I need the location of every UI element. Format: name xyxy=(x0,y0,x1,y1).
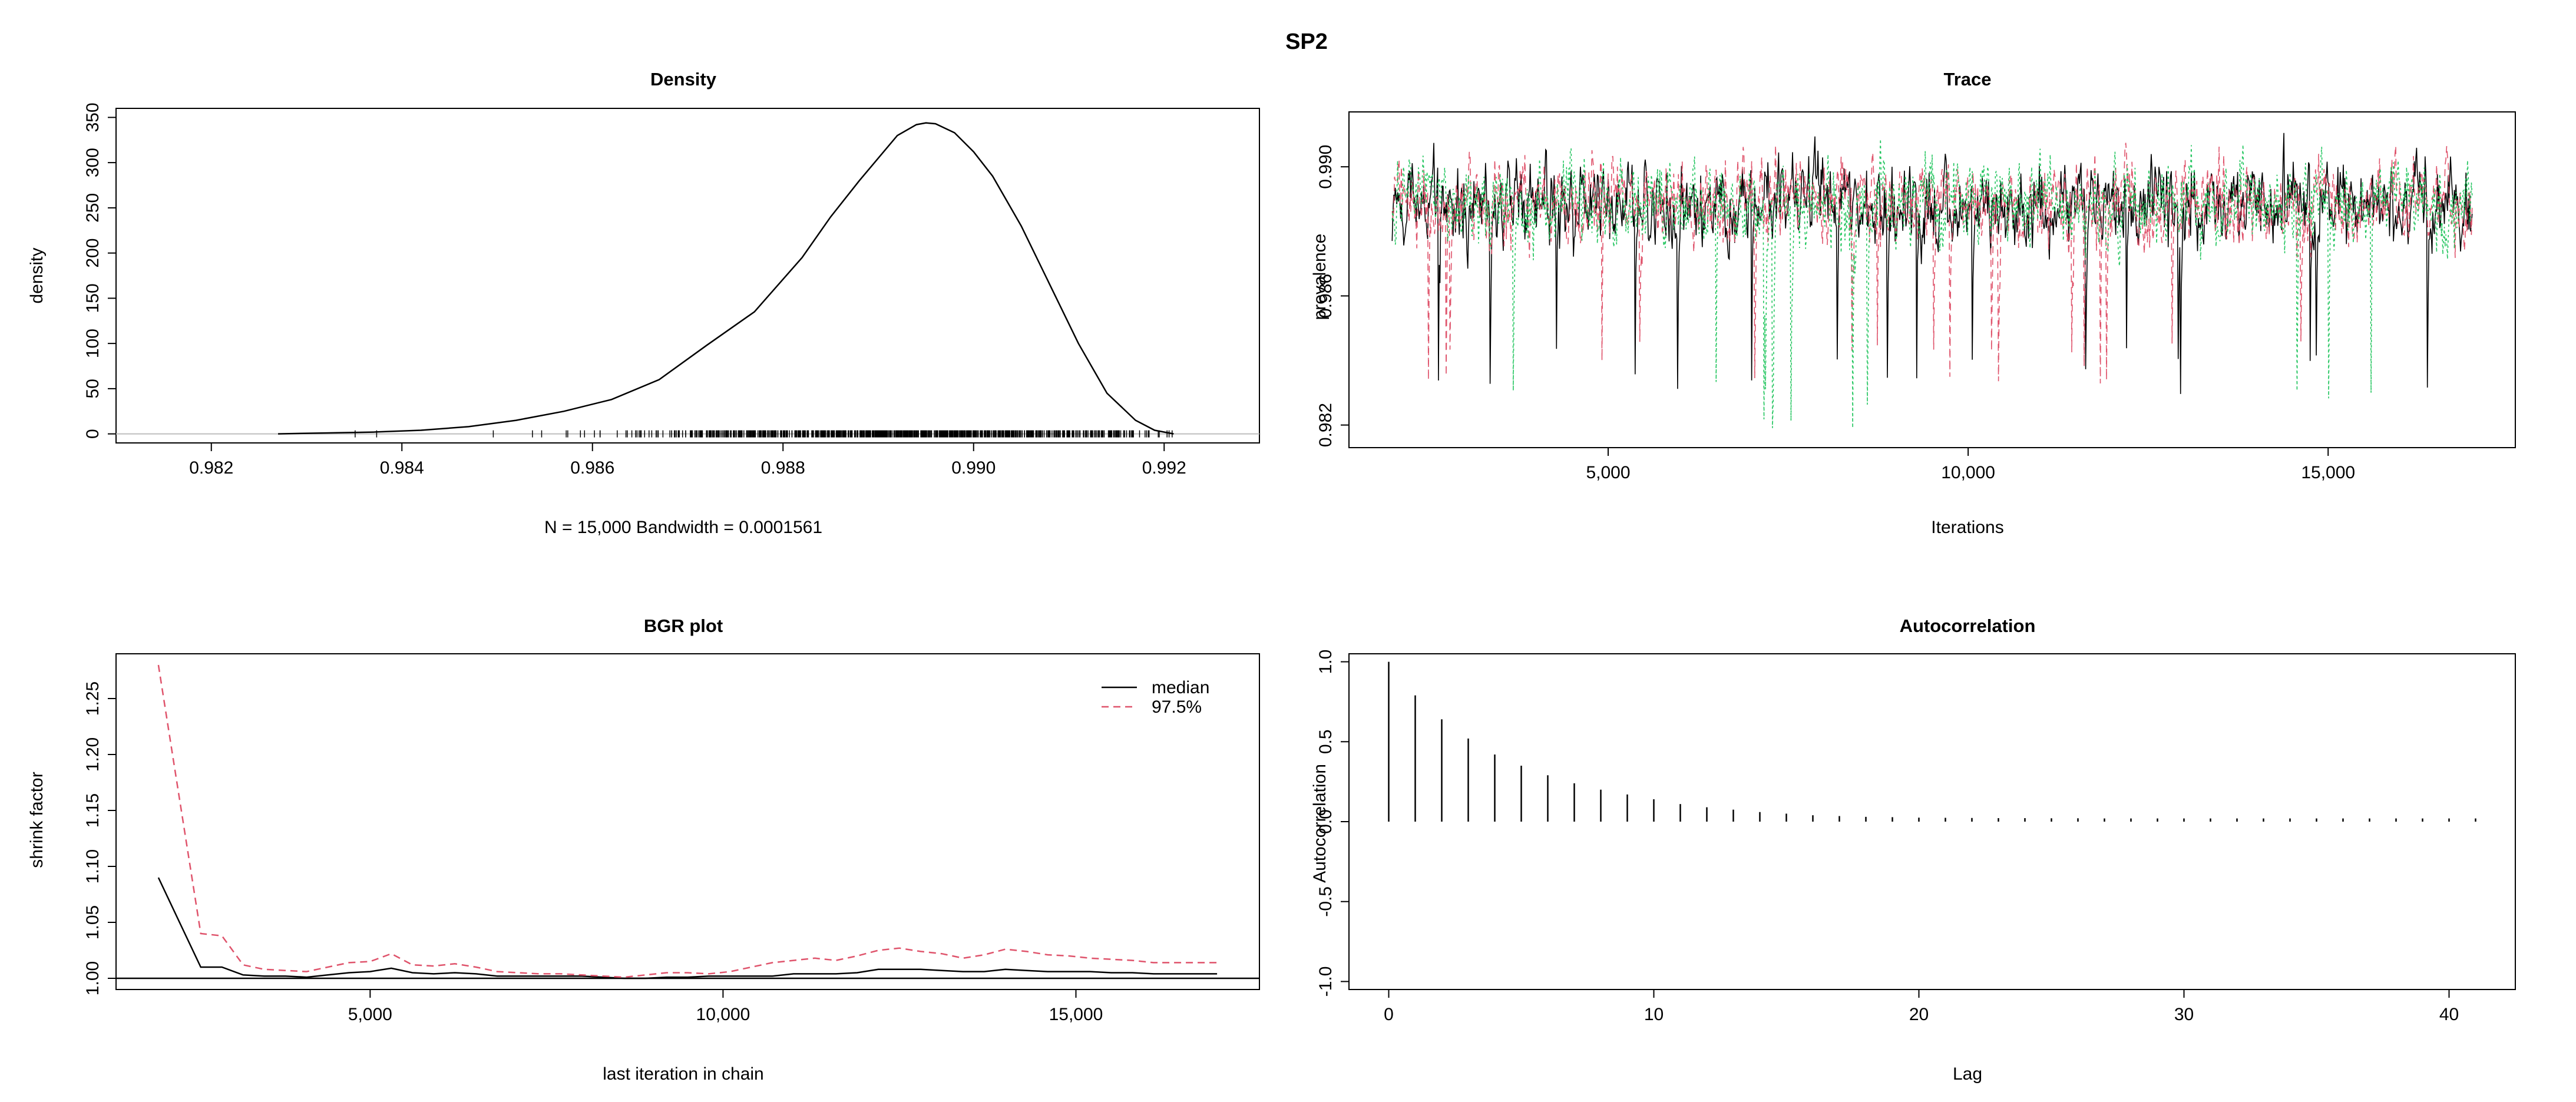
trace-x-tick-label: 10,000 xyxy=(1941,463,1995,482)
bgr-y-tick-label: 1.25 xyxy=(83,681,102,716)
bgr-series-line xyxy=(157,664,1218,978)
density-x-tick-label: 0.988 xyxy=(761,458,805,478)
trace-plot-frame xyxy=(1348,111,2516,448)
acf-y-tick-label: 0.5 xyxy=(1316,729,1335,754)
bgr-y-tick-label: 1.05 xyxy=(83,905,102,939)
acf-plot-frame xyxy=(1348,653,2516,990)
acf-x-label: Lag xyxy=(1953,1064,1982,1084)
figure-title: SP2 xyxy=(1285,29,1328,54)
bgr-x-tick-label: 10,000 xyxy=(696,1005,750,1024)
autocorrelation-panel: Autocorrelation Lag Autocorrelation 0 10 2… xyxy=(1310,615,2516,1084)
trace-y-tick-label: 0.982 xyxy=(1316,403,1335,447)
acf-x-tick-label: 40 xyxy=(2439,1005,2459,1024)
acf-y-label: Autocorrelation xyxy=(1310,764,1330,883)
density-y-tick-label: 200 xyxy=(83,239,102,268)
density-x-tick-label: 0.992 xyxy=(1142,458,1186,478)
bgr-x-tick-label: 15,000 xyxy=(1049,1005,1103,1024)
acf-x-tick-label: 10 xyxy=(1644,1005,1664,1024)
density-y-tick-label: 0 xyxy=(83,429,102,439)
bgr-x-tick-label: 5,000 xyxy=(348,1005,392,1024)
bgr-series-line xyxy=(157,877,1218,979)
density-y-tick-label: 250 xyxy=(83,193,102,223)
acf-y-tick-label: 0.0 xyxy=(1316,809,1335,834)
density-title: Density xyxy=(650,69,717,90)
bgr-title: BGR plot xyxy=(644,615,723,636)
bgr-y-tick-label: 1.10 xyxy=(83,849,102,883)
density-rug xyxy=(355,430,1173,438)
bgr-legend: median 97.5% xyxy=(1102,678,1209,717)
density-y-tick-label: 100 xyxy=(83,329,102,358)
density-y-tick-label: 150 xyxy=(83,283,102,313)
density-panel: Density N = 15,000 Bandwidth = 0.0001561… xyxy=(27,69,1260,537)
bgr-x-label: last iteration in chain xyxy=(603,1064,764,1084)
acf-title: Autocorrelation xyxy=(1900,615,2036,636)
density-y-tick-label: 300 xyxy=(83,148,102,177)
bgr-y-tick-label: 1.20 xyxy=(83,737,102,772)
trace-y-tick-label: 0.986 xyxy=(1316,274,1335,318)
density-x-label: N = 15,000 Bandwidth = 0.0001561 xyxy=(544,518,822,537)
density-y-tick-label: 350 xyxy=(83,102,102,132)
acf-y-tick-label: -1.0 xyxy=(1316,967,1335,997)
acf-y-tick-label: 1.0 xyxy=(1316,650,1335,674)
legend-label-median: median xyxy=(1152,678,1209,697)
density-curve xyxy=(277,122,1174,435)
acf-x-tick-label: 20 xyxy=(1909,1005,1929,1024)
acf-x-tick-label: 30 xyxy=(2174,1005,2194,1024)
density-y-label: density xyxy=(27,247,47,303)
trace-series-line xyxy=(1391,133,2473,394)
density-x-tick-label: 0.986 xyxy=(570,458,614,478)
trace-x-label: Iterations xyxy=(1931,518,2003,537)
bgr-y-label: shrink factor xyxy=(27,772,47,868)
bgr-y-tick-label: 1.00 xyxy=(83,961,102,995)
legend-label-97-5: 97.5% xyxy=(1152,697,1202,717)
trace-panel: Trace Iterations prevalence 5,000 10,000 1… xyxy=(1310,69,2516,537)
bgr-plot-frame xyxy=(115,653,1260,990)
trace-y-label: prevalence xyxy=(1310,234,1330,320)
trace-y-tick-label: 0.990 xyxy=(1316,145,1335,189)
trace-x-tick-label: 5,000 xyxy=(1586,463,1630,482)
acf-x-tick-label: 0 xyxy=(1384,1005,1394,1024)
bgr-panel: BGR plot last iteration in chain shrink … xyxy=(27,615,1260,1084)
density-x-tick-label: 0.984 xyxy=(380,458,424,478)
density-x-tick-label: 0.982 xyxy=(189,458,233,478)
density-y-tick-label: 50 xyxy=(83,379,102,398)
trace-x-tick-label: 15,000 xyxy=(2301,463,2355,482)
density-plot-frame xyxy=(115,108,1260,444)
density-x-tick-label: 0.990 xyxy=(951,458,996,478)
trace-series-line xyxy=(1391,139,2473,428)
bgr-y-tick-label: 1.15 xyxy=(83,793,102,828)
trace-title: Trace xyxy=(1943,69,1991,90)
acf-y-tick-label: -0.5 xyxy=(1316,886,1335,917)
